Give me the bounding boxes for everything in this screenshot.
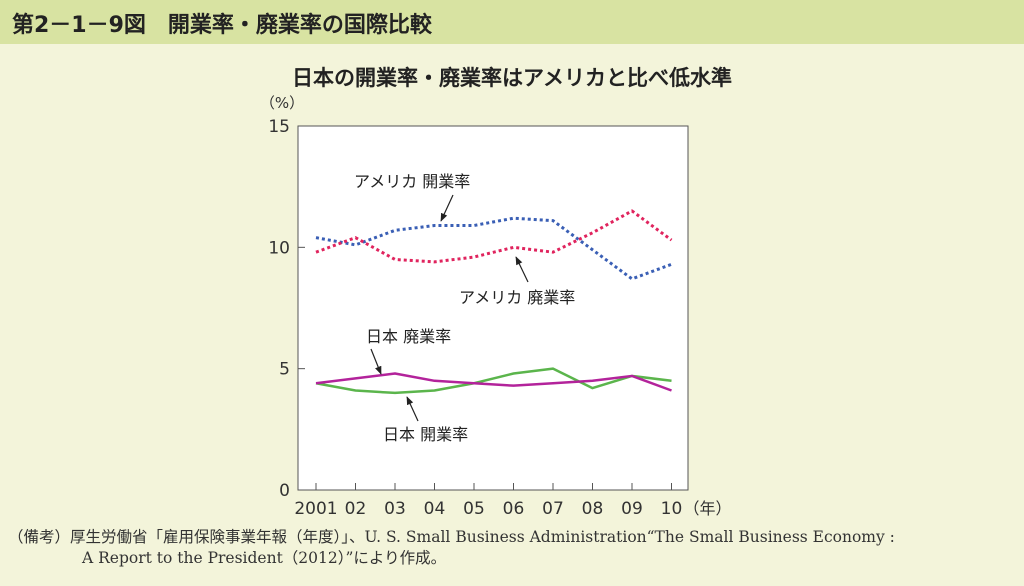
x-tick-label: 05 (463, 499, 485, 519)
data-point (354, 244, 356, 246)
series-label-1: アメリカ 廃業率 (459, 288, 575, 307)
series-label-arrow (515, 256, 529, 283)
data-point (670, 389, 672, 391)
data-point (591, 380, 593, 382)
data-point (552, 251, 554, 253)
data-point (315, 251, 317, 253)
x-tick-label: 08 (582, 499, 604, 519)
x-tick-label: 03 (384, 499, 406, 519)
data-point (670, 263, 672, 265)
y-tick-label: 10 (268, 238, 290, 258)
x-tick-label: 02 (345, 499, 367, 519)
x-tick-label: 10 (661, 499, 683, 519)
data-point (433, 261, 435, 263)
data-point (473, 256, 475, 258)
series-label-arrow (440, 194, 454, 222)
data-point (433, 224, 435, 226)
source-note: （備考）厚生労働省「雇用保険事業年報（年度）」、U. S. Small Busi… (8, 527, 1018, 569)
x-tick-label: 09 (621, 499, 643, 519)
data-point (670, 380, 672, 382)
data-point (512, 372, 514, 374)
data-point (354, 389, 356, 391)
data-point (631, 210, 633, 212)
series-label-arrow (370, 348, 382, 375)
data-point (552, 367, 554, 369)
data-point (631, 278, 633, 280)
figure-title: 第2－1－9図 開業率・廃業率の国際比較 (12, 13, 432, 38)
series-label-2: 日本 開業率 (383, 425, 468, 444)
data-point (433, 380, 435, 382)
data-point (354, 236, 356, 238)
figure-header (0, 0, 1024, 44)
data-point (315, 236, 317, 238)
data-point (433, 389, 435, 391)
data-point (552, 382, 554, 384)
series-label-arrow (406, 396, 419, 422)
data-point (394, 372, 396, 374)
y-tick-label: 5 (279, 360, 290, 380)
x-tick-label: 2001 (294, 499, 337, 519)
series-label-3: 日本 廃業率 (366, 327, 451, 346)
y-tick-label: 0 (279, 481, 290, 501)
data-point (631, 375, 633, 377)
data-point (512, 384, 514, 386)
data-point (591, 249, 593, 251)
data-point (473, 224, 475, 226)
y-axis-unit: （%） (260, 94, 304, 112)
series-line-0 (315, 216, 673, 281)
data-point (394, 229, 396, 231)
x-tick-label: 07 (542, 499, 564, 519)
data-point (354, 377, 356, 379)
data-point (394, 258, 396, 260)
x-axis-unit: （年） (683, 499, 731, 518)
data-point (591, 387, 593, 389)
series-line-3 (315, 372, 672, 392)
data-point (473, 382, 475, 384)
data-point (512, 217, 514, 219)
data-point (512, 246, 514, 248)
data-point (552, 219, 554, 221)
data-point (670, 239, 672, 241)
chart-title: 日本の開業率・廃業率はアメリカと比べ低水準 (292, 66, 732, 90)
series-line-1 (315, 209, 673, 264)
series-line-2 (315, 367, 672, 395)
series-label-0: アメリカ 開業率 (354, 172, 470, 191)
source-note-line-2: A Report to the President（2012）”により作成。 (82, 549, 447, 567)
x-tick-label: 04 (424, 499, 446, 519)
plot-area (297, 125, 689, 491)
data-point (394, 392, 396, 394)
y-tick-label: 15 (268, 117, 290, 137)
data-point (591, 232, 593, 234)
data-point (315, 382, 317, 384)
x-tick-label: 06 (503, 499, 525, 519)
source-note-line-1: （備考）厚生労働省「雇用保険事業年報（年度）」、U. S. Small Busi… (8, 528, 895, 546)
